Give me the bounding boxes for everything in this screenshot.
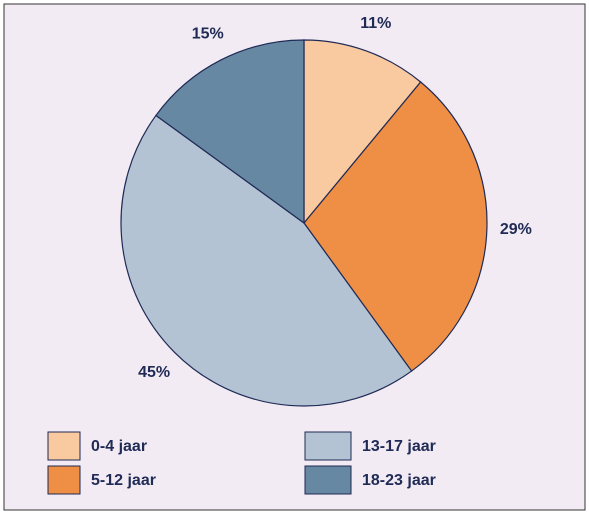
slice-label: 15% [192, 25, 224, 42]
pie-slice [303, 81, 488, 372]
pie-slice [303, 39, 422, 225]
legend-swatch [47, 465, 81, 495]
legend-swatch [304, 431, 352, 461]
slice-label: 29% [500, 221, 532, 238]
legend-label: 0-4 jaar [91, 438, 147, 455]
pie-slice [155, 39, 305, 225]
legend-label: 13-17 jaar [362, 438, 436, 455]
legend-swatch [304, 465, 352, 495]
slice-label: 45% [138, 364, 170, 381]
legend-swatch [47, 431, 81, 461]
legend-label: 18-23 jaar [362, 472, 436, 489]
slice-label: 11% [360, 15, 391, 32]
legend-label: 5-12 jaar [91, 472, 156, 489]
pie-slice [120, 114, 413, 407]
